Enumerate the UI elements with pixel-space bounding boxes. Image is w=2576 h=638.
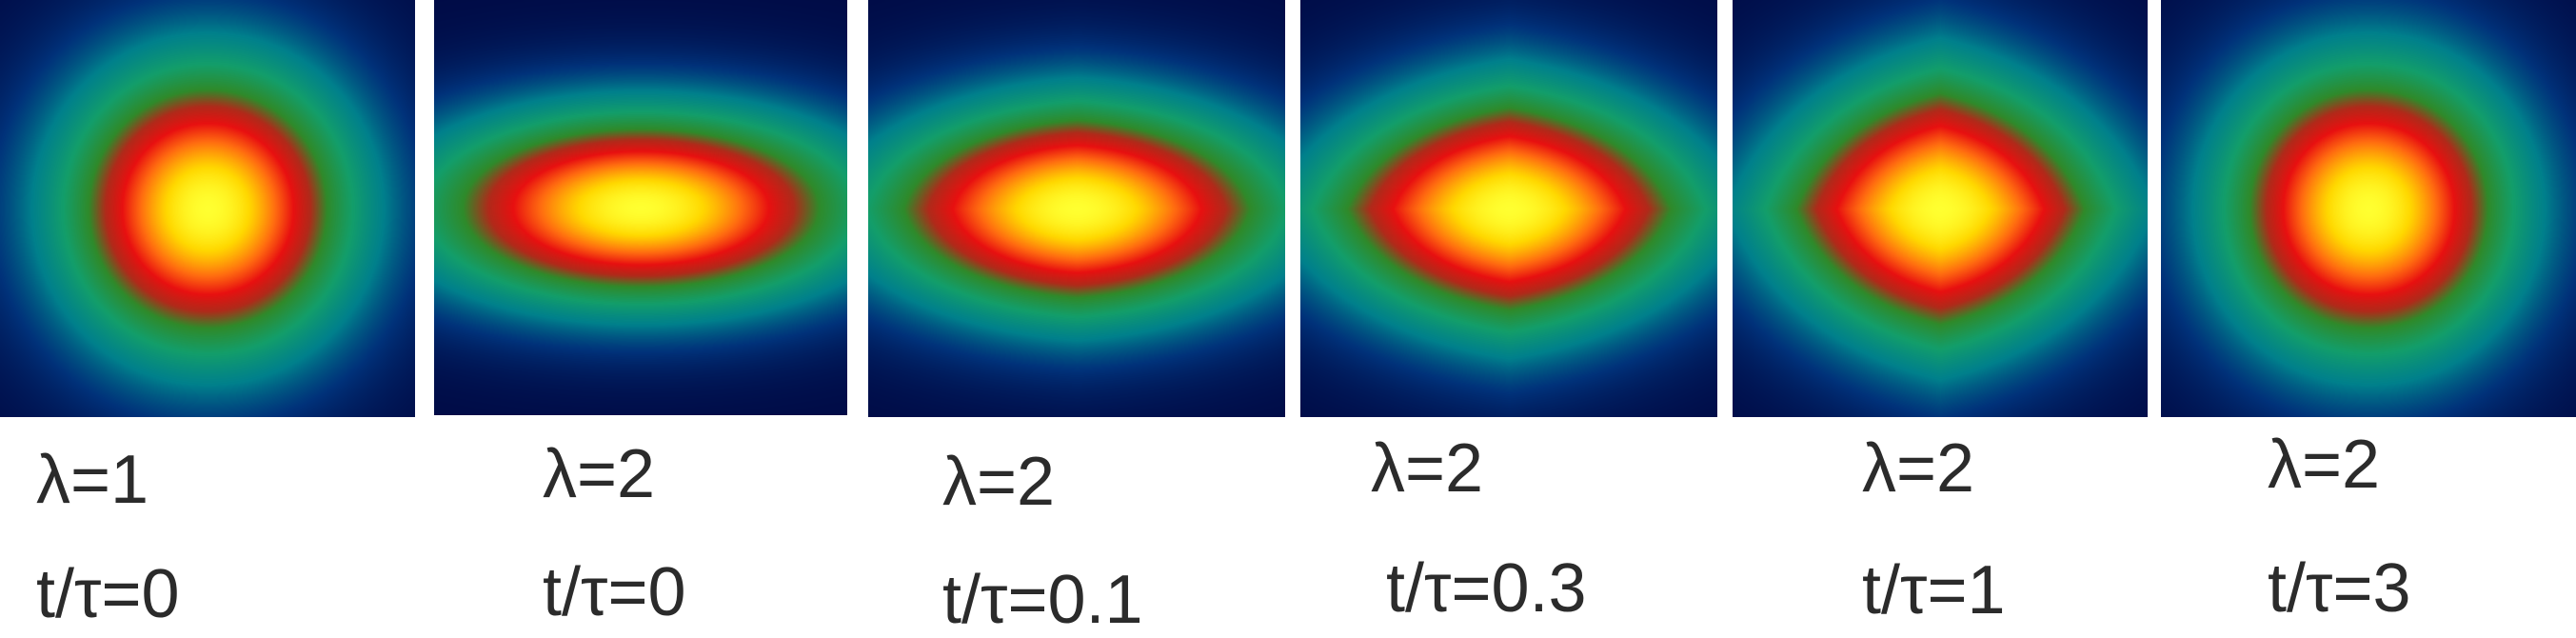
heatmap-panel-5: [1733, 0, 2148, 417]
heatmap-panel-3: [868, 0, 1285, 417]
heatmap-panel-2: [434, 0, 847, 415]
time-label-3: t/τ=0.1: [942, 562, 1143, 638]
heatmap-panel-1: [0, 0, 415, 417]
time-label-1: t/τ=0: [36, 556, 180, 632]
lambda-label-6: λ=2: [2268, 427, 2381, 503]
time-label-2: t/τ=0: [543, 554, 686, 630]
time-label-5: t/τ=1: [1862, 552, 2006, 628]
lambda-label-1: λ=1: [36, 442, 149, 518]
lambda-label-5: λ=2: [1862, 430, 1975, 507]
lambda-label-2: λ=2: [543, 436, 656, 512]
heatmap-panel-4: [1300, 0, 1717, 417]
lambda-label-4: λ=2: [1371, 430, 1484, 507]
time-label-6: t/τ=3: [2268, 550, 2411, 627]
heatmap-panel-6: [2161, 0, 2576, 417]
time-label-4: t/τ=0.3: [1386, 550, 1587, 627]
lambda-label-3: λ=2: [942, 444, 1056, 520]
